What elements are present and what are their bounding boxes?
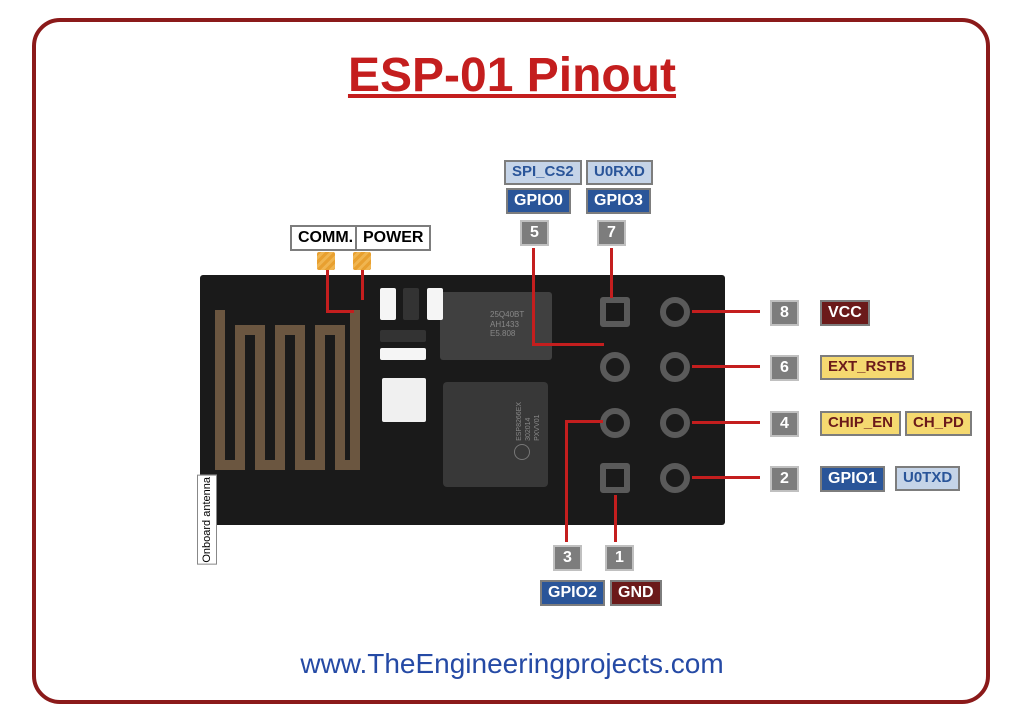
espressif-logo-icon	[514, 444, 530, 460]
connector-line	[565, 420, 568, 542]
connector-line	[532, 343, 604, 346]
pin-hole	[660, 297, 690, 327]
pin-number-8: 8	[770, 300, 799, 326]
connector-line	[326, 270, 329, 310]
label-ch-pd: CH_PD	[905, 411, 972, 436]
flash-chip: 25Q40BT AH1433 E5.808	[440, 292, 552, 360]
pin-number-7: 7	[597, 220, 626, 246]
pin-hole	[660, 352, 690, 382]
onboard-antenna	[215, 305, 360, 470]
chip-text: ESP8266EX 302014 PXVV01	[515, 402, 542, 441]
connector-line	[692, 365, 760, 368]
pin-hole	[600, 352, 630, 382]
footer-url: www.TheEngineeringprojects.com	[0, 648, 1024, 680]
pin-number-5: 5	[520, 220, 549, 246]
connector-line	[610, 248, 613, 298]
smd-component	[403, 288, 419, 320]
smd-component	[380, 348, 426, 360]
shield-component	[382, 378, 426, 422]
label-gpio1: GPIO1	[820, 466, 885, 492]
label-vcc: VCC	[820, 300, 870, 326]
chip-line: 302014	[525, 418, 532, 441]
pin-number-1: 1	[605, 545, 634, 571]
comm-label: COMM.	[290, 225, 361, 251]
label-gpio3: GPIO3	[586, 188, 651, 214]
connector-line	[692, 310, 760, 313]
pin-hole	[660, 408, 690, 438]
pin-number-3: 3	[553, 545, 582, 571]
pin-hole	[600, 408, 630, 438]
label-gnd: GND	[610, 580, 662, 606]
chip-line: E5.808	[490, 329, 515, 338]
label-chip-en: CHIP_EN	[820, 411, 901, 436]
connector-line	[361, 270, 364, 300]
antenna-label: Onboard antenna	[197, 475, 217, 565]
page-title: ESP-01 Pinout	[0, 48, 1024, 103]
power-led-icon	[353, 252, 371, 270]
chip-line: 25Q40BT	[490, 310, 524, 319]
connector-line	[614, 495, 617, 542]
power-label: POWER	[355, 225, 431, 251]
esp8266-chip: ESP8266EX 302014 PXVV01	[443, 382, 548, 487]
pin-hole	[660, 463, 690, 493]
smd-row	[380, 288, 446, 325]
pin-hole	[600, 297, 630, 327]
connector-line	[692, 421, 760, 424]
label-u0txd: U0TXD	[895, 466, 960, 491]
label-u0rxd: U0RXD	[586, 160, 653, 185]
smd-component	[427, 288, 443, 320]
chip-text: 25Q40BT AH1433 E5.808	[440, 292, 552, 339]
chip-line: PXVV01	[534, 414, 541, 440]
chip-line: AH1433	[490, 320, 519, 329]
label-gpio2: GPIO2	[540, 580, 605, 606]
label-gpio0: GPIO0	[506, 188, 571, 214]
pin-number-6: 6	[770, 355, 799, 381]
smd-component	[380, 288, 396, 320]
pin-number-2: 2	[770, 466, 799, 492]
connector-line	[326, 310, 354, 313]
connector-line	[532, 248, 535, 343]
pin-number-4: 4	[770, 411, 799, 437]
label-ext-rstb: EXT_RSTB	[820, 355, 914, 380]
connector-line	[568, 420, 603, 423]
label-spi-cs2: SPI_CS2	[504, 160, 582, 185]
smd-component	[380, 330, 426, 342]
connector-line	[692, 476, 760, 479]
comm-led-icon	[317, 252, 335, 270]
chip-line: ESP8266EX	[516, 402, 523, 441]
pin-hole	[600, 463, 630, 493]
